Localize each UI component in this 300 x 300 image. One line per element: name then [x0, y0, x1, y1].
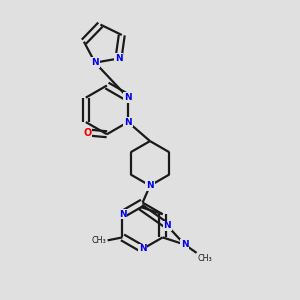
Text: N: N [124, 93, 132, 102]
Text: N: N [124, 118, 132, 127]
Text: N: N [181, 240, 188, 249]
Text: CH₃: CH₃ [198, 254, 212, 263]
Text: N: N [91, 58, 99, 67]
Text: N: N [139, 244, 146, 253]
Text: O: O [83, 128, 92, 138]
Text: N: N [119, 210, 126, 219]
Text: N: N [146, 181, 154, 190]
Text: N: N [115, 54, 122, 63]
Text: N: N [164, 221, 171, 230]
Text: CH₃: CH₃ [92, 236, 106, 245]
